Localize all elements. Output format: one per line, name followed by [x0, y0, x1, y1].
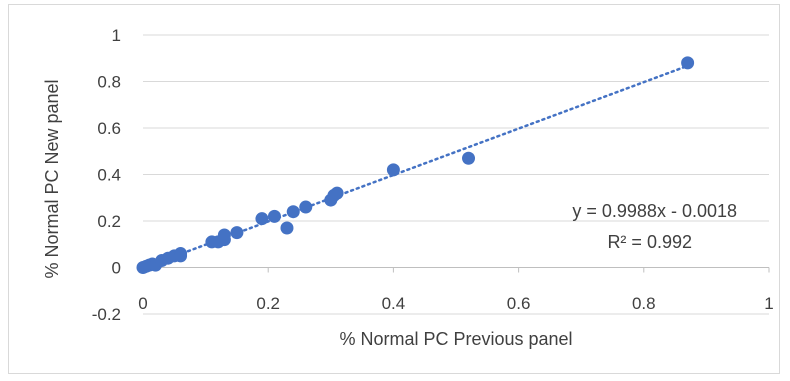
y-tick-label: -0.2 [92, 305, 121, 324]
data-point [330, 186, 344, 200]
data-point [462, 151, 476, 165]
gridlines [142, 34, 770, 315]
data-point [230, 226, 244, 240]
y-axis-title: % Normal PC New panel [42, 79, 62, 278]
chart-area: -0.2 0 0.2 0.4 0.6 0.8 1 0 0.2 0.4 0.6 0.8 1 y = 0.… [8, 4, 780, 374]
x-tick-label: 0.6 [507, 294, 531, 313]
x-axis-title: % Normal PC Previous panel [339, 329, 572, 349]
scatter-chart: -0.2 0 0.2 0.4 0.6 0.8 1 0 0.2 0.4 0.6 0.8 1 y = 0.… [42, 26, 774, 349]
x-tick-labels: 0 0.2 0.4 0.6 0.8 1 [138, 294, 773, 313]
x-tick-label: 0.8 [632, 294, 656, 313]
data-point [280, 221, 294, 235]
y-tick-label: 0 [112, 259, 121, 278]
data-point [286, 205, 300, 219]
y-tick-label: 0.8 [97, 73, 121, 92]
y-tick-label: 0.6 [97, 119, 121, 138]
data-point [681, 56, 695, 70]
y-tick-label: 0.4 [97, 166, 121, 185]
data-point [255, 212, 269, 226]
data-point [386, 163, 400, 177]
x-tick-label: 0 [138, 294, 147, 313]
trendline-r-squared: R² = 0.992 [607, 232, 692, 252]
data-point [267, 209, 281, 223]
y-tick-label: 0.2 [97, 212, 121, 231]
y-tick-labels: -0.2 0 0.2 0.4 0.6 0.8 1 [92, 26, 121, 324]
data-point [299, 200, 313, 214]
trendline-equation: y = 0.9988x - 0.0018 [572, 201, 737, 221]
x-tick-label: 1 [764, 294, 773, 313]
data-point [174, 249, 188, 263]
x-tick-label: 0.4 [382, 294, 406, 313]
x-tick-label: 0.2 [256, 294, 280, 313]
y-tick-label: 1 [112, 26, 121, 45]
data-point [217, 233, 231, 247]
data-points [136, 56, 695, 274]
